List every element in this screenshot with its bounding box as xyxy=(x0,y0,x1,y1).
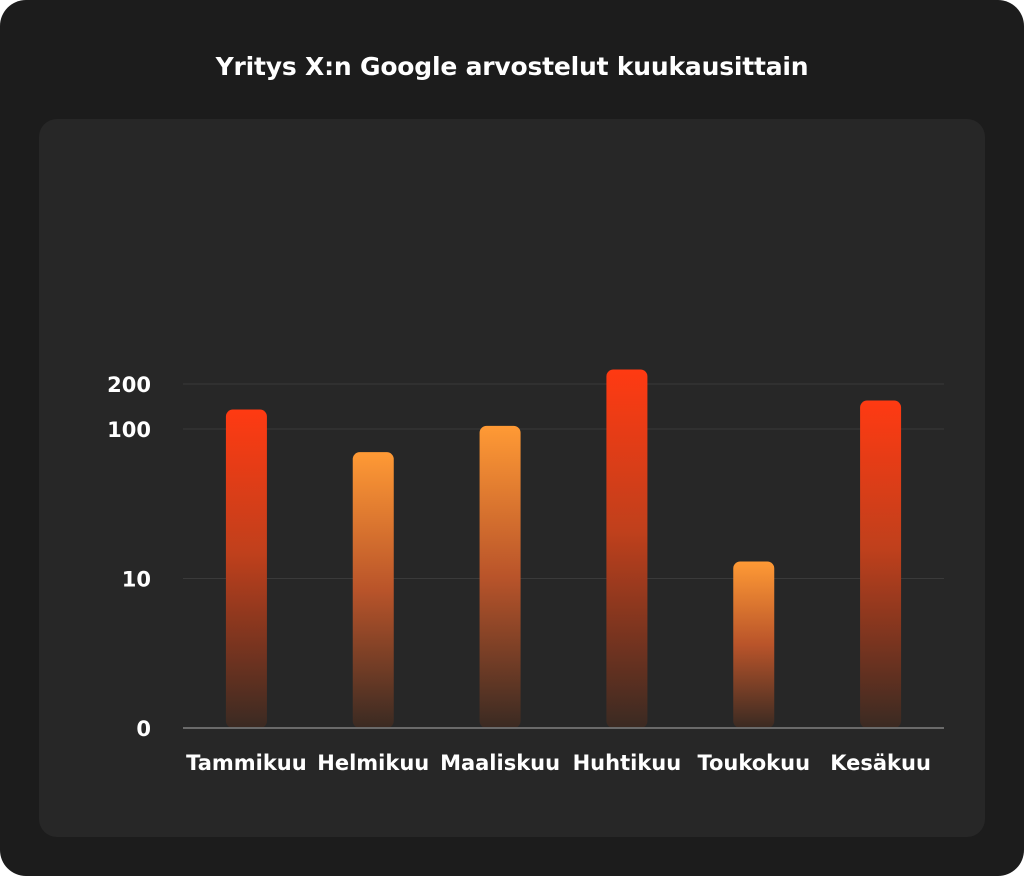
bar-kesäkuu xyxy=(860,400,902,728)
grid-lines xyxy=(183,383,944,579)
y-tick-label: 10 xyxy=(122,568,151,592)
bar-maaliskuu xyxy=(479,425,521,728)
x-tick-label: Maaliskuu xyxy=(440,751,560,775)
y-tick-label: 200 xyxy=(107,373,151,397)
x-tick-label: Helmikuu xyxy=(317,751,429,775)
y-tick-label: 0 xyxy=(136,717,151,741)
x-tick-label: Toukokuu xyxy=(697,751,810,775)
x-tick-label: Kesäkuu xyxy=(830,751,931,775)
bar-toukokuu xyxy=(733,561,775,728)
labels: 0 10 100 200 Tammikuu Helmikuu Maaliskuu Huhtik… xyxy=(107,373,931,775)
bar-helmikuu xyxy=(352,452,394,728)
x-tick-label: Huhtikuu xyxy=(573,751,682,775)
chart-title: Yritys X:n Google arvostelut kuukausitta… xyxy=(215,52,809,81)
bar-tammikuu xyxy=(225,409,267,728)
bar-huhtikuu xyxy=(606,369,648,728)
bars xyxy=(225,369,902,728)
x-tick-label: Tammikuu xyxy=(186,751,307,775)
y-tick-label: 100 xyxy=(107,418,151,442)
